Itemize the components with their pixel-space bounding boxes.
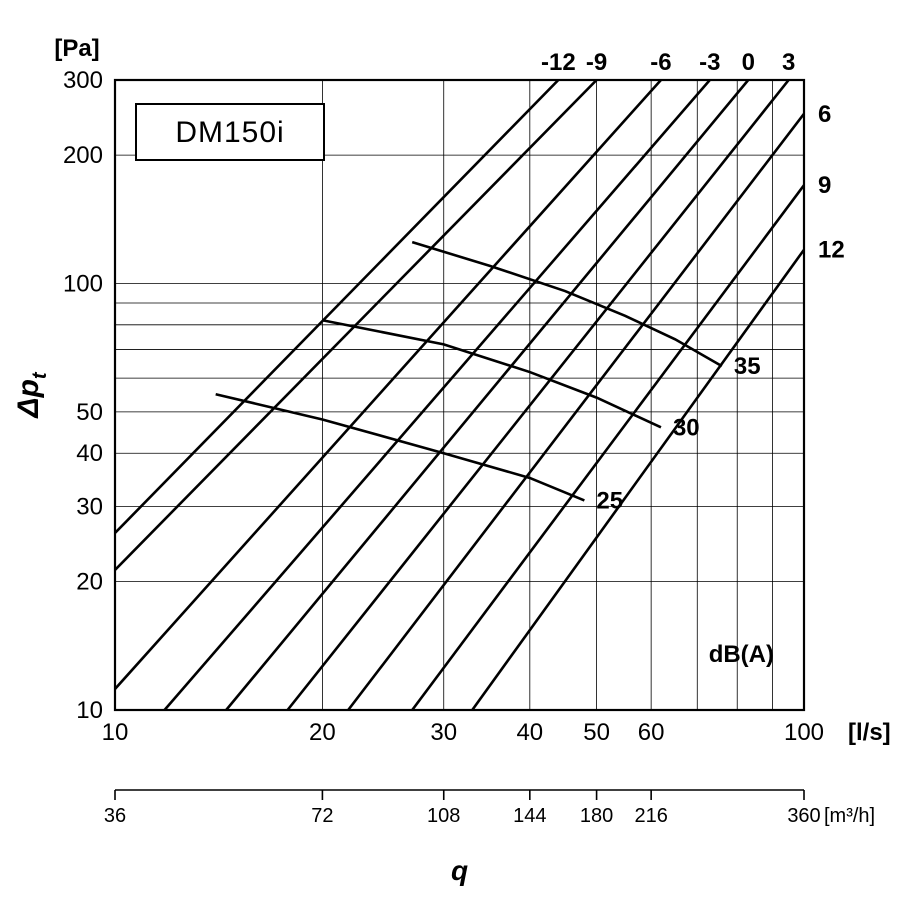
y-unit: [Pa] [54,35,99,62]
svg-text:60: 60 [638,719,665,746]
svg-text:-3: -3 [699,49,720,76]
chart-title: DM150i [175,116,284,149]
svg-text:216: 216 [634,805,667,827]
svg-text:35: 35 [734,353,761,380]
svg-text:36: 36 [104,805,126,827]
svg-text:10: 10 [102,719,129,746]
svg-text:-6: -6 [650,49,671,76]
svg-text:3: 3 [782,49,795,76]
svg-text:25: 25 [596,487,623,514]
svg-text:6: 6 [818,101,831,128]
svg-text:0: 0 [742,49,755,76]
svg-text:50: 50 [583,719,610,746]
svg-text:20: 20 [76,569,103,596]
svg-text:200: 200 [63,142,103,169]
db-label: dB(A) [709,641,774,668]
svg-text:40: 40 [516,719,543,746]
svg-text:20: 20 [309,719,336,746]
svg-text:30: 30 [673,414,700,441]
svg-text:360: 360 [787,805,820,827]
svg-text:-12: -12 [541,49,576,76]
svg-text:40: 40 [76,440,103,467]
x-axis-label: q [451,855,468,886]
pressure-flow-chart: -12-9-6-30369122530351020304050100200300… [0,0,908,908]
svg-text:9: 9 [818,172,831,199]
svg-text:30: 30 [430,719,457,746]
svg-text:-9: -9 [586,49,607,76]
x-unit-primary: [l/s] [848,719,891,746]
svg-text:30: 30 [76,494,103,521]
svg-text:72: 72 [311,805,333,827]
x-unit-secondary: [m³/h] [824,805,875,827]
svg-text:100: 100 [784,719,824,746]
svg-text:50: 50 [76,399,103,426]
svg-text:300: 300 [63,67,103,94]
svg-text:144: 144 [513,805,546,827]
chart-container: { "chart": { "type": "log-log-line", "ti… [0,0,908,908]
svg-text:108: 108 [427,805,460,827]
svg-text:10: 10 [76,697,103,724]
svg-text:180: 180 [580,805,613,827]
svg-text:100: 100 [63,270,103,297]
svg-text:12: 12 [818,237,845,264]
